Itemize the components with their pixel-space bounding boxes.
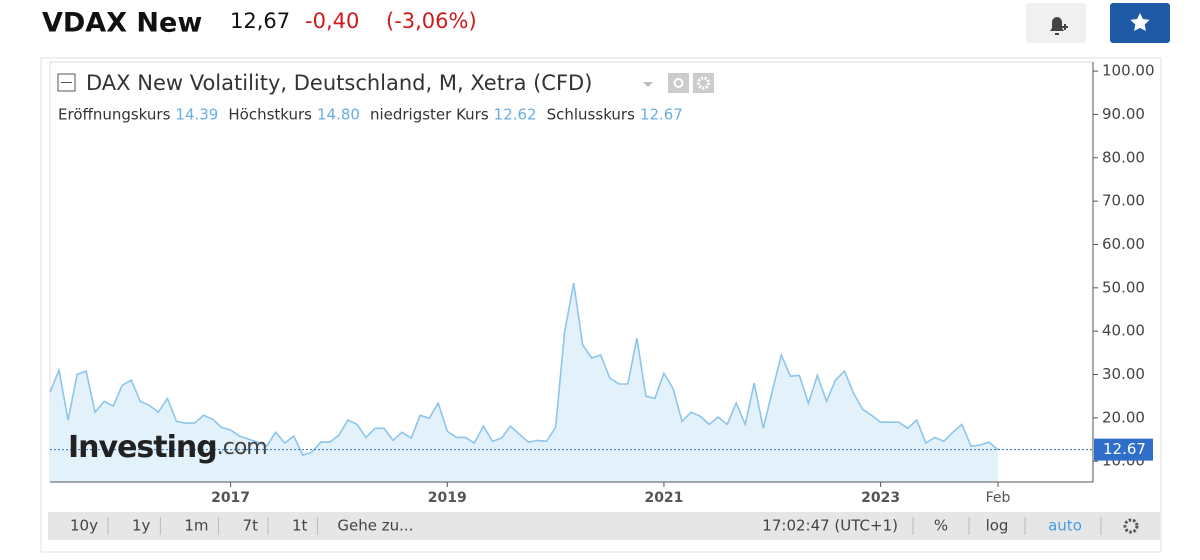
chart-title: DAX New Volatility, Deutschland, M, Xetr… (86, 71, 592, 95)
price: 12,67 (230, 9, 290, 33)
y-tick-label: 20.00 (1102, 408, 1145, 426)
watermark-main: Investing (68, 430, 217, 465)
watchlist-button[interactable] (1110, 3, 1170, 43)
x-tick-label: 2021 (644, 490, 683, 506)
alert-button[interactable] (1026, 3, 1086, 43)
ohlc-label: niedrigster Kurs (370, 106, 489, 124)
visibility-eye (673, 78, 684, 88)
last-price-label: 12.67 (1103, 440, 1146, 458)
goto-button[interactable]: Gehe zu... (337, 517, 413, 535)
ohlc-label: Schlusskurs (547, 106, 635, 124)
range-button[interactable]: 10y (70, 517, 98, 535)
change: -0,40 (305, 9, 359, 33)
line (49, 282, 999, 457)
y-tick-label: 90.00 (1102, 105, 1145, 123)
visibility-icon[interactable] (668, 73, 689, 93)
ohlc-value: 12.67 (640, 106, 683, 124)
last-price-box (1094, 438, 1153, 461)
watermark-suffix: .com (217, 435, 267, 460)
range-button[interactable]: 1m (184, 517, 208, 535)
ohlc-value: 12.62 (494, 106, 537, 124)
area (50, 283, 998, 482)
instrument-name: VDAX New (42, 8, 202, 39)
settings-gear (697, 76, 710, 90)
y-tick-label: 60.00 (1102, 235, 1145, 253)
x-tick-label: Feb (986, 490, 1011, 506)
change-pct: (-3,06%) (386, 9, 477, 33)
ohlc-label: Eröffnungskurs (58, 106, 171, 124)
time-label: 17:02:47 (UTC+1) (762, 517, 898, 535)
range-button[interactable]: 7t (243, 517, 259, 535)
range-button[interactable]: 1t (292, 517, 308, 535)
y-tick-label: 70.00 (1102, 192, 1145, 210)
x-tick-label: 2023 (861, 490, 900, 506)
settings-icon[interactable] (693, 73, 714, 93)
ohlc-label: Höchstkurs (228, 106, 312, 124)
option-button[interactable]: % (934, 517, 948, 535)
option-button[interactable]: log (986, 517, 1009, 535)
y-tick-label: 50.00 (1102, 278, 1145, 296)
option-button[interactable]: auto (1048, 517, 1082, 535)
range-button[interactable]: 1y (132, 517, 151, 535)
y-tick-label: 40.00 (1102, 322, 1145, 340)
x-tick-label: 2019 (428, 490, 467, 506)
y-tick-label: 80.00 (1102, 148, 1145, 166)
ohlc-value: 14.80 (317, 106, 360, 124)
settings-button[interactable] (1123, 518, 1139, 534)
toolbar (48, 512, 1160, 540)
y-tick-label: 100.00 (1102, 62, 1155, 80)
x-tick-label: 2017 (211, 490, 250, 506)
dropdown-arrow[interactable] (643, 82, 653, 87)
ohlc-value: 14.39 (175, 106, 218, 124)
watermark: Investing.com (68, 430, 267, 465)
y-tick-label: 30.00 (1102, 365, 1145, 383)
